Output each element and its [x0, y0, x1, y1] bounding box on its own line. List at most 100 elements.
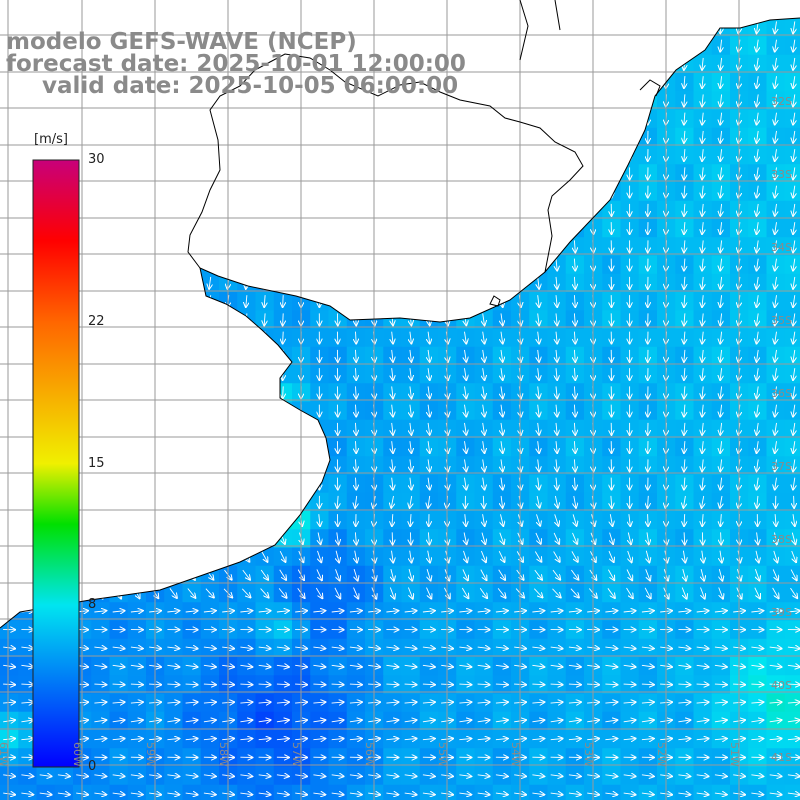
- wind-arrow: [209, 130, 211, 143]
- wind-arrow: [538, 3, 539, 15]
- wind-arrow: [501, 167, 503, 179]
- wind-arrow: [173, 495, 174, 508]
- wind-speed-cell: [328, 784, 348, 800]
- wind-speed-cell: [383, 182, 402, 202]
- longitude-label: 58W: [217, 742, 230, 767]
- wind-arrow: [118, 295, 120, 307]
- wind-arrow: [27, 441, 28, 453]
- wind-speed-cell: [419, 273, 439, 293]
- wind-speed-cell: [675, 36, 694, 56]
- wind-speed-cell: [492, 273, 512, 293]
- wind-arrow: [556, 94, 557, 106]
- wind-speed-cell: [547, 36, 567, 56]
- wind-speed-cell: [401, 18, 421, 37]
- wind-arrow: [206, 551, 213, 562]
- wind-arrow: [118, 313, 120, 325]
- wind-speed-cell: [565, 18, 585, 19]
- wind-speed-cell: [328, 292, 348, 311]
- wind-speed-cell: [401, 784, 421, 800]
- wind-arrow: [99, 568, 102, 581]
- wind-arrow: [209, 349, 211, 362]
- wind-speed-cell: [310, 200, 329, 220]
- wind-arrow: [538, 240, 539, 252]
- wind-arrow: [5, 587, 12, 598]
- wind-speed-cell: [0, 310, 19, 329]
- wind-arrow: [392, 130, 393, 143]
- wind-arrow: [501, 203, 503, 216]
- wind-arrow: [173, 167, 175, 179]
- wind-speed-cell: [401, 237, 421, 256]
- wind-speed-cell: [456, 146, 475, 165]
- wind-speed-cell: [182, 109, 202, 129]
- wind-speed-cell: [784, 547, 800, 567]
- wind-arrow: [261, 532, 267, 544]
- wind-speed-cell: [766, 18, 786, 19]
- wind-speed-cell: [638, 36, 658, 56]
- wind-arrow: [27, 495, 28, 508]
- wind-speed-cell: [237, 383, 256, 402]
- wind-speed-cell: [474, 273, 494, 293]
- wind-speed-cell: [255, 146, 275, 165]
- wind-arrow: [170, 550, 176, 562]
- wind-arrow: [428, 130, 430, 143]
- wind-speed-cell: [565, 182, 585, 202]
- wind-speed-cell: [492, 146, 512, 165]
- wind-arrow: [410, 39, 412, 52]
- wind-arrow: [465, 276, 467, 289]
- wind-arrow: [283, 203, 284, 216]
- wind-arrow: [410, 130, 412, 143]
- wind-arrow: [191, 495, 193, 508]
- wind-arrow: [465, 39, 467, 52]
- wind-arrow: [574, 149, 575, 161]
- title-valid-date: valid date: 2025-10-05 06:00:00: [42, 73, 459, 99]
- wind-arrow: [410, 149, 412, 161]
- colorbar-unit: [m/s]: [34, 132, 68, 147]
- wind-speed-cell: [200, 164, 220, 183]
- wind-arrow: [118, 404, 120, 417]
- wind-arrow: [191, 349, 193, 362]
- wind-arrow: [191, 459, 193, 471]
- wind-arrow: [245, 514, 249, 525]
- wind-arrow: [428, 240, 430, 252]
- wind-arrow: [538, 130, 539, 143]
- wind-speed-cell: [237, 456, 256, 475]
- wind-arrow: [501, 185, 503, 198]
- wind-arrow: [465, 3, 467, 15]
- wind-speed-cell: [200, 255, 220, 275]
- wind-arrow: [94, 684, 106, 685]
- wind-arrow: [428, 185, 430, 198]
- wind-speed-cell: [127, 511, 147, 530]
- wind-speed-cell: [0, 365, 19, 384]
- wind-speed-cell: [0, 456, 19, 475]
- wind-arrow: [283, 386, 284, 398]
- wind-arrow: [410, 240, 412, 252]
- wind-arrow: [483, 276, 485, 289]
- wind-speed-cell: [419, 784, 439, 800]
- wind-speed-cell: [127, 492, 147, 512]
- wind-speed-cell: [565, 73, 585, 92]
- wind-arrow: [356, 167, 357, 179]
- wind-arrow: [100, 222, 102, 234]
- wind-speed-cell: [109, 784, 129, 800]
- wind-arrow: [191, 441, 193, 453]
- wind-speed-cell: [529, 219, 548, 238]
- wind-speed-cell: [401, 292, 421, 311]
- wind-speed-cell: [182, 310, 202, 329]
- wind-speed-cell: [401, 164, 421, 183]
- wind-arrow: [702, 3, 703, 15]
- wind-speed-cell: [109, 182, 129, 202]
- wind-arrow: [538, 167, 539, 179]
- wind-speed-cell: [273, 438, 293, 457]
- wind-arrow: [246, 422, 247, 435]
- wind-speed-cell: [328, 146, 348, 165]
- wind-arrow: [459, 684, 471, 685]
- wind-arrow: [27, 149, 28, 161]
- wind-speed-cell: [620, 784, 640, 800]
- wind-speed-cell: [383, 273, 402, 293]
- wind-arrow: [556, 149, 557, 161]
- wind-speed-cell: [91, 237, 110, 256]
- wind-arrow: [209, 441, 211, 453]
- longitude-label: 57W: [290, 742, 303, 767]
- wind-speed-cell: [237, 328, 256, 348]
- wind-speed-cell: [346, 784, 366, 800]
